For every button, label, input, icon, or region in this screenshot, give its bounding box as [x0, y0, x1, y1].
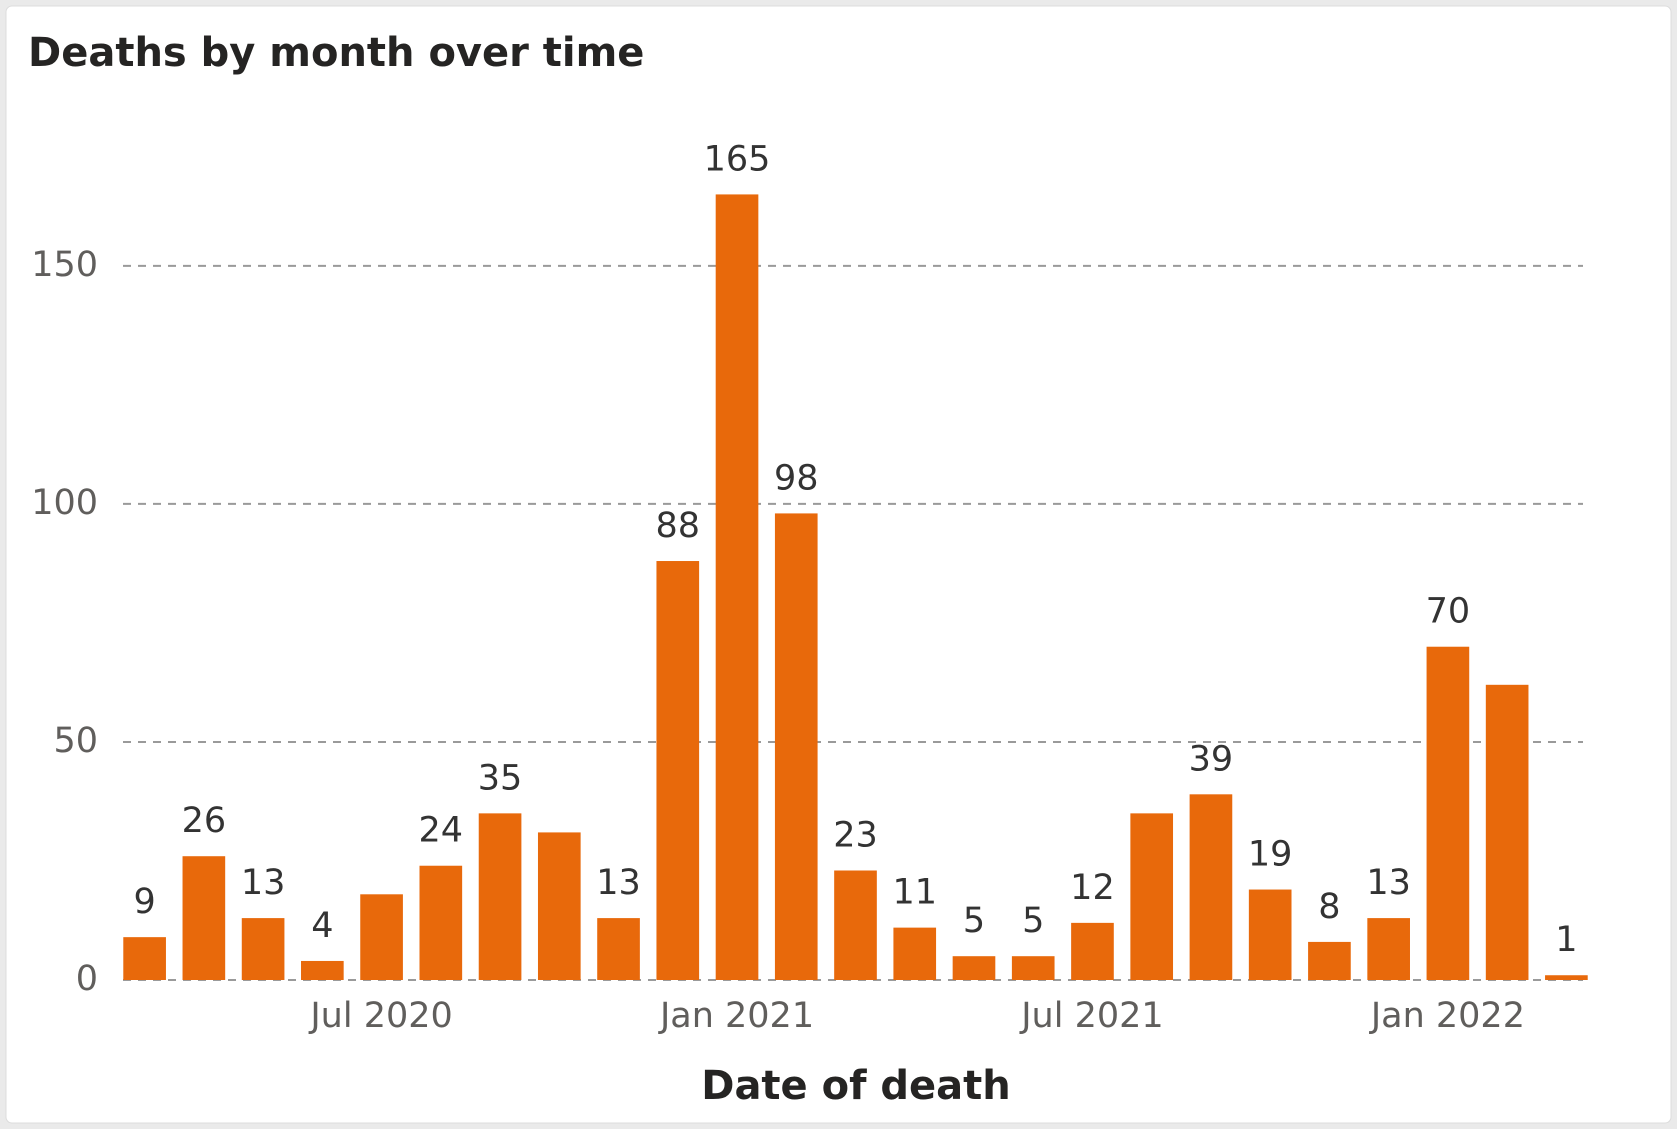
data-label: 9 [133, 882, 155, 922]
bar [597, 918, 640, 980]
data-label: 1 [1555, 920, 1577, 960]
data-label: 5 [1022, 901, 1044, 941]
bar [1011, 956, 1055, 980]
bar [537, 832, 581, 980]
x-tick-label: Jul 2021 [1019, 996, 1163, 1036]
bar [893, 927, 937, 980]
y-tick-label: 100 [31, 483, 98, 523]
bar [478, 813, 522, 980]
bar [952, 956, 996, 980]
data-label: 11 [892, 873, 937, 913]
data-label: 13 [596, 863, 641, 903]
data-label: 24 [419, 811, 464, 851]
data-label: 88 [656, 506, 701, 546]
bar [1308, 941, 1351, 980]
bar [656, 561, 700, 980]
chart-title: Deaths by month over time [28, 30, 644, 76]
bar [834, 870, 877, 980]
y-tick-label: 150 [31, 245, 98, 285]
data-label: 13 [241, 863, 286, 903]
data-label: 26 [182, 801, 227, 841]
bar [419, 865, 463, 980]
data-label: 165 [704, 139, 771, 179]
data-label: 19 [1248, 835, 1293, 875]
data-label: 12 [1070, 868, 1115, 908]
bar [360, 894, 403, 980]
bar [241, 918, 285, 980]
bar [1130, 813, 1174, 980]
bar [1367, 918, 1410, 980]
data-label: 39 [1189, 739, 1234, 779]
data-label: 35 [478, 758, 523, 798]
data-label: 8 [1318, 887, 1340, 927]
bar [774, 513, 818, 980]
bar [1545, 975, 1588, 980]
bar [1426, 646, 1470, 980]
bar [123, 937, 166, 980]
bar [1485, 684, 1529, 980]
data-label: 4 [311, 906, 333, 946]
bar [715, 194, 759, 980]
x-tick-label: Jul 2020 [308, 996, 452, 1036]
data-label: 5 [963, 901, 985, 941]
bar [1189, 794, 1233, 980]
card [5, 5, 1672, 1124]
y-tick-label: 50 [53, 721, 98, 761]
x-tick-label: Jan 2021 [658, 996, 814, 1036]
bar [1248, 889, 1292, 980]
x-axis-title: Date of death [701, 1063, 1011, 1109]
y-tick-label: 0 [76, 959, 98, 999]
data-label: 23 [833, 815, 878, 855]
bar [301, 960, 344, 980]
data-label: 70 [1426, 592, 1471, 632]
x-tick-label: Jan 2022 [1369, 996, 1525, 1036]
bar [1071, 922, 1114, 980]
data-label: 98 [774, 458, 819, 498]
data-label: 13 [1366, 863, 1411, 903]
bar [182, 856, 226, 980]
